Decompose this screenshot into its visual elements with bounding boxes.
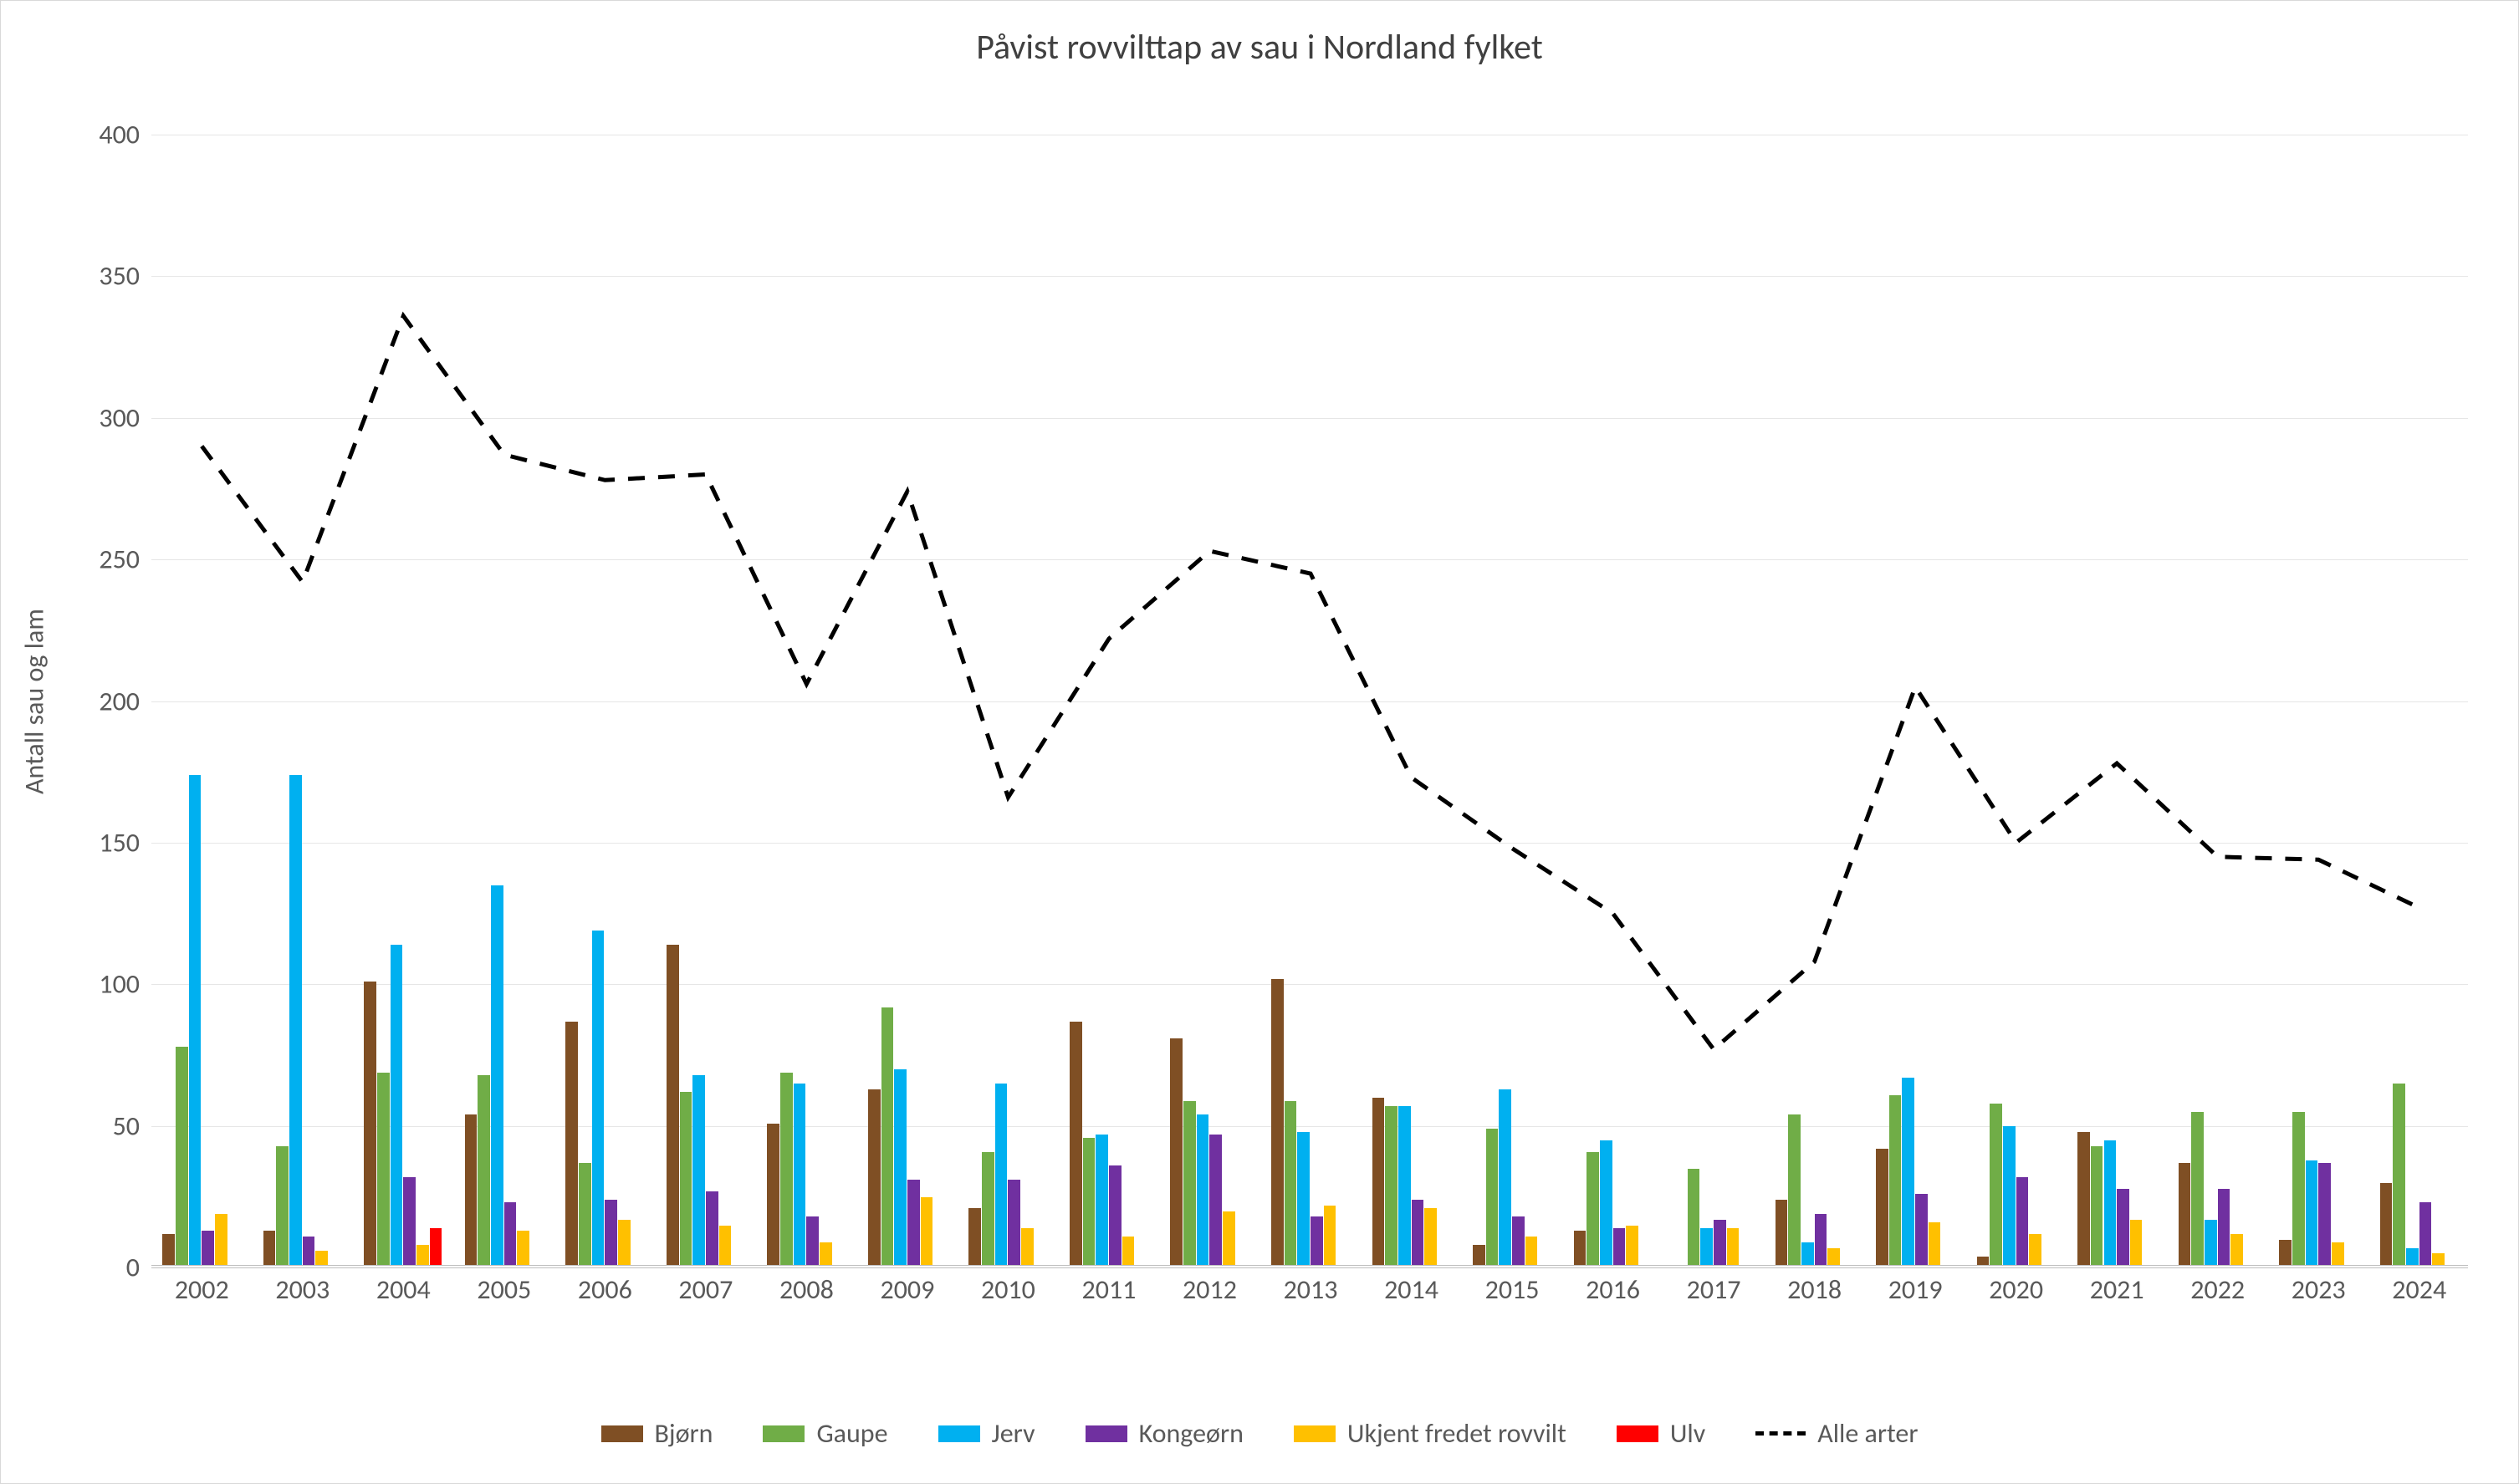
y-tick-label: 350 [73,260,151,293]
y-tick-label: 100 [73,968,151,1001]
legend-item-jerv: Jerv [938,1417,1035,1450]
x-tick-label: 2005 [477,1265,531,1306]
y-tick-label: 200 [73,685,151,717]
y-tick-label: 250 [73,543,151,576]
x-tick-label: 2021 [2090,1265,2144,1306]
legend-item-gaupe: Gaupe [763,1417,887,1450]
legend-item-kongeorn: Kongeørn [1086,1417,1244,1450]
x-tick-label: 2009 [880,1265,934,1306]
x-tick-label: 2007 [678,1265,733,1306]
total-line [151,135,2470,1267]
x-tick-label: 2012 [1183,1265,1237,1306]
legend-label: Ukjent fredet rovvilt [1347,1417,1566,1450]
x-tick-label: 2016 [1586,1265,1640,1306]
y-tick-label: 400 [73,119,151,151]
x-tick-label: 2014 [1384,1265,1438,1306]
legend-label: Ulv [1670,1417,1705,1450]
x-tick-label: 2008 [779,1265,834,1306]
legend-swatch [1617,1425,1658,1442]
x-tick-label: 2006 [578,1265,632,1306]
legend-label: Alle arter [1817,1417,1918,1450]
x-tick-label: 2017 [1687,1265,1741,1306]
x-tick-label: 2019 [1888,1265,1943,1306]
x-tick-label: 2020 [1989,1265,2043,1306]
y-tick-label: 0 [73,1252,151,1284]
legend-swatch [601,1425,643,1442]
y-tick-label: 50 [73,1109,151,1142]
legend-label: Kongeørn [1139,1417,1244,1450]
legend-line-swatch [1755,1431,1806,1436]
legend-swatch [763,1425,805,1442]
x-tick-label: 2022 [2190,1265,2245,1306]
legend: Bjørn Gaupe Jerv Kongeørn Ukjent fredet rovv… [1,1417,2518,1450]
legend-item-ukjent: Ukjent fredet rovvilt [1294,1417,1566,1450]
legend-swatch [1086,1425,1127,1442]
plot-area: 0501001502002503003504002002200320042005… [151,135,2468,1266]
y-tick-label: 150 [73,826,151,859]
y-tick-label: 300 [73,401,151,434]
x-tick-label: 2003 [275,1265,330,1306]
legend-item-bjorn: Bjørn [601,1417,713,1450]
x-tick-label: 2004 [376,1265,431,1306]
x-tick-label: 2023 [2292,1265,2346,1306]
legend-label: Bjørn [655,1417,713,1450]
x-tick-label: 2015 [1485,1265,1540,1306]
legend-item-alle-arter: Alle arter [1755,1417,1918,1450]
legend-swatch [1294,1425,1336,1442]
x-tick-label: 2002 [175,1265,229,1306]
x-tick-label: 2010 [981,1265,1035,1306]
x-tick-label: 2018 [1787,1265,1842,1306]
legend-label: Jerv [992,1417,1035,1450]
legend-label: Gaupe [816,1417,887,1450]
x-tick-label: 2011 [1082,1265,1137,1306]
chart-container: Påvist rovvilttap av sau i Nordland fylk… [0,0,2519,1484]
legend-swatch [938,1425,980,1442]
x-tick-label: 2013 [1284,1265,1338,1306]
chart-title: Påvist rovvilttap av sau i Nordland fylk… [1,26,2518,69]
y-axis-title: Antall sau og lam [18,609,51,794]
legend-item-ulv: Ulv [1617,1417,1705,1450]
x-tick-label: 2024 [2392,1265,2446,1306]
